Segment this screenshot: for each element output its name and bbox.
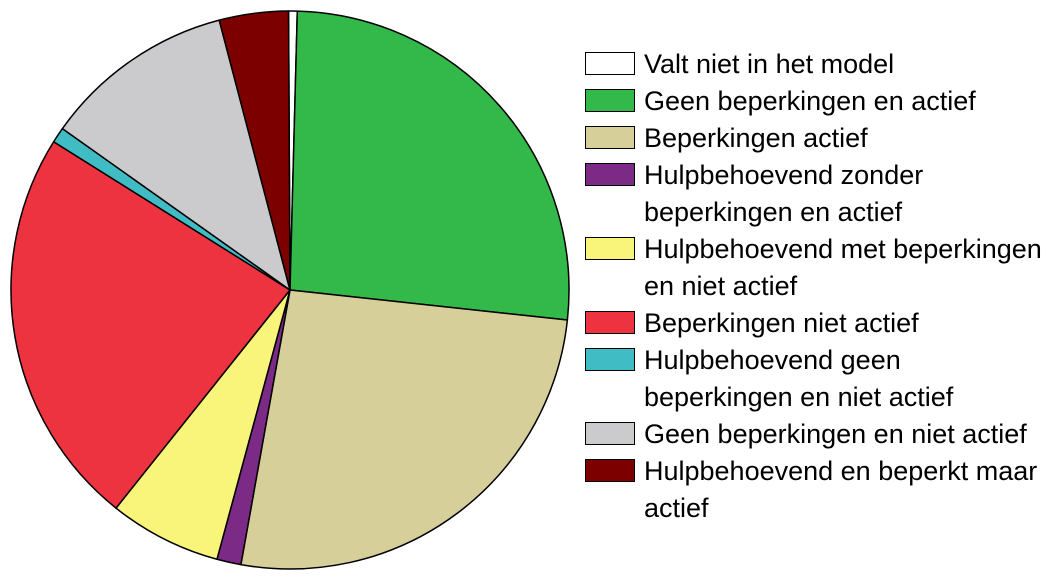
- legend-label: Hulpbehoevend geen beperkingen en niet a…: [644, 345, 954, 412]
- legend-item: Hulpbehoevend zonder beperkingen en acti…: [585, 157, 1055, 231]
- legend-item: Hulpbehoevend met beperkingen en niet ac…: [585, 231, 1055, 305]
- legend-item: Geen beperkingen en niet actief: [585, 416, 1055, 453]
- pie-slice: [218, 10, 291, 291]
- legend-swatch: [585, 89, 635, 112]
- legend-label: Hulpbehoevend en beperkt maar actief: [644, 456, 1038, 523]
- legend-item: Valt niet in het model: [585, 46, 1055, 83]
- legend-label: Hulpbehoevend met beperkingen en niet ac…: [644, 234, 1042, 301]
- pie-slice: [289, 10, 570, 321]
- pie-slice: [61, 19, 291, 291]
- legend-swatch: [585, 163, 635, 186]
- legend-item: Geen beperkingen en actief: [585, 83, 1055, 120]
- legend-item: Beperkingen niet actief: [585, 305, 1055, 342]
- pie-slice: [115, 289, 291, 561]
- legend: Valt niet in het model Geen beperkingen e…: [585, 46, 1055, 527]
- legend-swatch: [585, 52, 635, 75]
- legend-label: Geen beperkingen en niet actief: [644, 419, 1027, 449]
- legend-label: Hulpbehoevend zonder beperkingen en acti…: [644, 160, 924, 227]
- legend-item: Hulpbehoevend geen beperkingen en niet a…: [585, 342, 1055, 416]
- pie: [10, 10, 570, 570]
- legend-swatch: [585, 311, 635, 334]
- pie-slice: [240, 289, 569, 570]
- pie-slice: [10, 140, 291, 509]
- legend-item: Beperkingen actief: [585, 120, 1055, 157]
- legend-label: Beperkingen actief: [644, 123, 868, 153]
- legend-label: Geen beperkingen en actief: [644, 86, 976, 116]
- legend-swatch: [585, 422, 635, 445]
- legend-label: Valt niet in het model: [644, 49, 895, 79]
- legend-swatch: [585, 459, 635, 482]
- legend-label: Beperkingen niet actief: [644, 308, 919, 338]
- legend-item: Hulpbehoevend en beperkt maar actief: [585, 453, 1055, 527]
- legend-swatch: [585, 348, 635, 371]
- legend-swatch: [585, 237, 635, 260]
- legend-swatch: [585, 126, 635, 149]
